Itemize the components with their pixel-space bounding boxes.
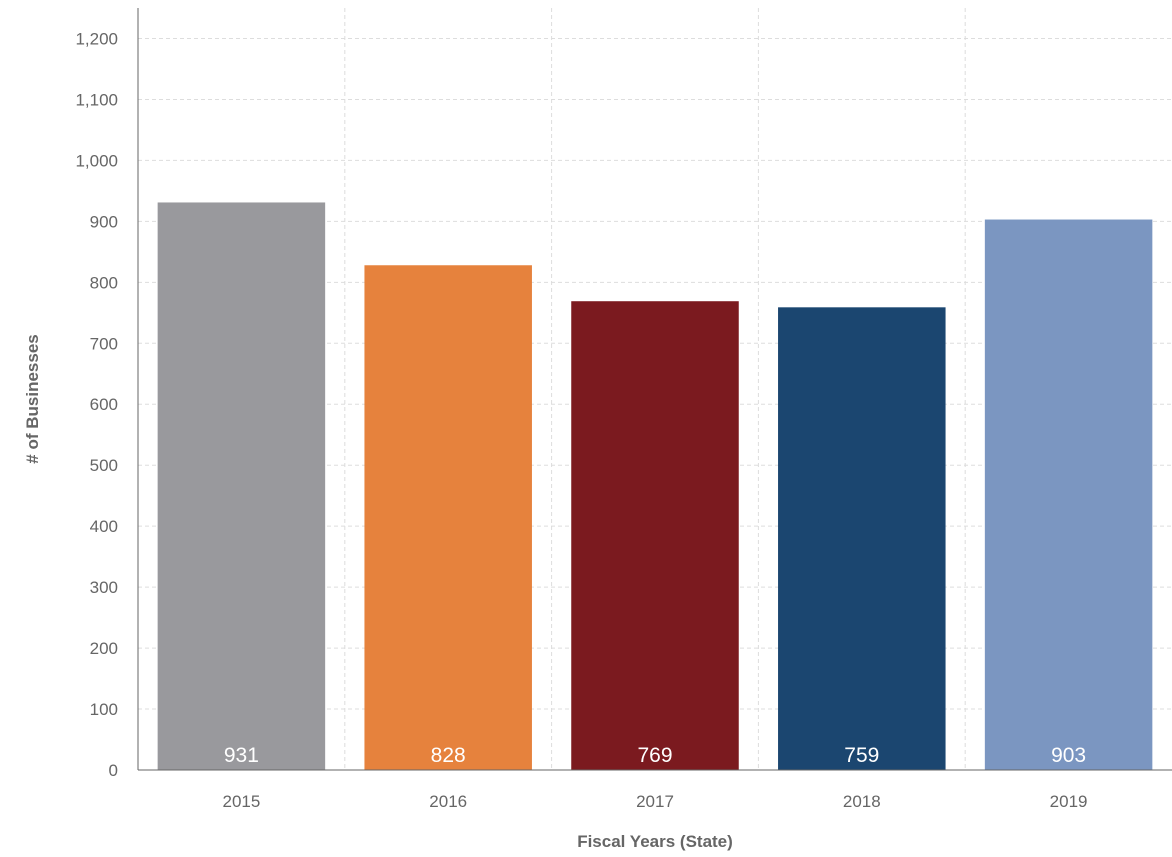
x-tick-label: 2017 xyxy=(636,792,674,811)
axes xyxy=(137,8,1172,771)
y-axis-title: # of Businesses xyxy=(23,334,42,463)
x-axis-title: Fiscal Years (State) xyxy=(577,832,733,851)
data-label-2015: 931 xyxy=(224,744,259,767)
y-tick-labels: 0 100 200 300 400 500 600 700 800 900 1,000 1,100 1,… xyxy=(75,29,118,780)
data-label-2018: 759 xyxy=(844,744,879,767)
data-label-2017: 769 xyxy=(637,744,672,767)
y-tick-label: 700 xyxy=(90,334,118,353)
y-tick-label: 1,200 xyxy=(75,29,118,48)
bar-2017 xyxy=(571,301,739,770)
y-tick-label: 1,100 xyxy=(75,90,118,109)
y-tick-label: 600 xyxy=(90,395,118,414)
bar-2015 xyxy=(157,202,326,770)
y-tick-label: 400 xyxy=(90,517,118,536)
y-tick-label: 100 xyxy=(90,700,118,719)
y-tick-label: 1,000 xyxy=(75,151,118,170)
data-label-2019: 903 xyxy=(1051,744,1086,767)
y-tick-label: 300 xyxy=(90,578,118,597)
y-tick-label: 200 xyxy=(90,639,118,658)
y-tick-label: 800 xyxy=(90,273,118,292)
x-tick-label: 2018 xyxy=(843,792,881,811)
y-tick-label: 0 xyxy=(109,761,118,780)
data-label-2016: 828 xyxy=(431,744,466,767)
bar-2016 xyxy=(364,265,532,770)
x-tick-label: 2019 xyxy=(1050,792,1088,811)
bar-2018 xyxy=(778,307,946,770)
x-tick-label: 2016 xyxy=(429,792,467,811)
bar-2019 xyxy=(984,219,1153,771)
y-tick-label: 900 xyxy=(90,212,118,231)
y-tick-label: 500 xyxy=(90,456,118,475)
x-tick-label: 2015 xyxy=(222,792,260,811)
data-labels: 931 828 769 759 903 xyxy=(224,744,1086,767)
bars xyxy=(157,202,1153,771)
x-tick-labels: 2015 2016 2017 2018 2019 xyxy=(222,792,1087,811)
